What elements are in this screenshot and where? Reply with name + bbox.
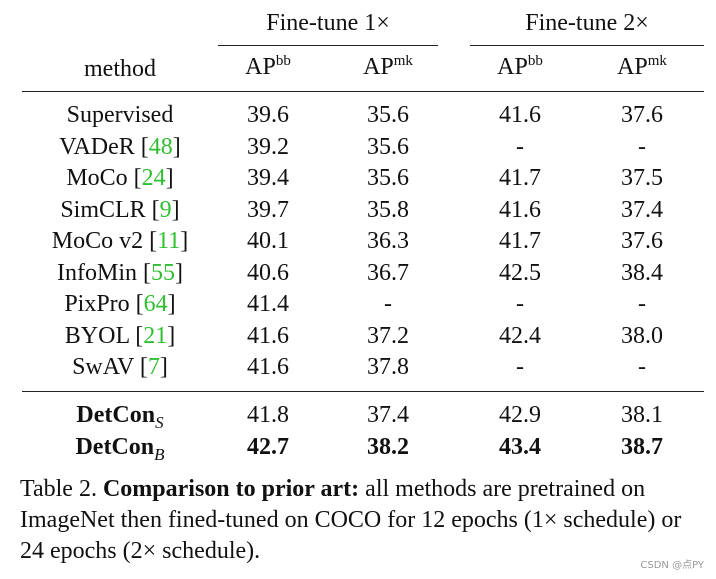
table-cell: 39.4	[247, 165, 289, 191]
table-cell: 42.7	[247, 434, 289, 460]
table-cell: 42.4	[499, 322, 541, 349]
method-label: PixPro	[64, 291, 136, 317]
table-cell: -	[516, 133, 524, 160]
table-cell: 35.6	[367, 133, 409, 160]
ours-rule	[22, 391, 704, 392]
table-cell: 41.6	[247, 354, 289, 380]
method-name: InfoMin [55]	[57, 259, 183, 286]
method-name: MoCo [24]	[66, 165, 174, 191]
citation-link[interactable]: 21	[143, 322, 168, 349]
metric-header-3: APbb	[497, 53, 543, 81]
header-rule	[22, 91, 704, 92]
citation-link[interactable]: 7	[147, 354, 160, 380]
method-label: MoCo v2	[51, 228, 150, 254]
table-cell: 39.6	[247, 102, 289, 128]
citation-link[interactable]: 64	[143, 291, 168, 317]
method-name: BYOL [21]	[64, 322, 176, 349]
method-label: MoCo	[66, 165, 134, 191]
table-cell: -	[638, 354, 646, 380]
method-subscript: B	[154, 445, 165, 464]
table-cell: 36.3	[367, 228, 409, 254]
table-cell: -	[384, 291, 392, 317]
table-cell: 37.6	[621, 102, 663, 128]
group-rule-2x	[470, 45, 704, 46]
table-cell: 43.4	[499, 434, 541, 460]
table-cell: 41.8	[247, 402, 289, 428]
method-name: SwAV [7]	[72, 354, 168, 380]
table-cell: 38.1	[621, 402, 663, 428]
method-name-ours: DetConB	[22, 432, 218, 464]
table-cell: 38.4	[621, 259, 663, 286]
table-cell: 39.2	[247, 133, 289, 160]
table-cell: 38.7	[621, 434, 663, 460]
caption-bold: Comparison to prior art:	[102, 476, 360, 502]
method-label: Supervised	[66, 102, 174, 128]
method-name: PixPro [64]	[64, 291, 176, 317]
metric-header-4: APmk	[617, 53, 667, 81]
table-cell: 41.6	[499, 102, 541, 128]
table-cell: 37.2	[367, 322, 409, 349]
method-label: DetCon	[76, 402, 156, 428]
citation-link[interactable]: 9	[159, 196, 172, 223]
table-cell: 38.0	[621, 322, 663, 349]
table-cell: 35.6	[367, 102, 409, 128]
table-cell: 37.4	[367, 402, 409, 428]
table-cell: 41.6	[499, 196, 541, 223]
table-cell: 41.7	[499, 228, 541, 254]
group-rule-1x	[218, 45, 438, 46]
table-caption: Table 2. Comparison to prior art: all me…	[20, 474, 710, 567]
watermark: CSDN @点PY	[640, 560, 704, 571]
caption-label: Table 2.	[20, 476, 103, 502]
table-cell: 39.7	[247, 196, 289, 223]
metric-header-2: APmk	[363, 53, 413, 81]
group-header-1x: Fine-tune 1×	[266, 10, 390, 36]
table-cell: 38.2	[367, 434, 409, 460]
method-subscript: S	[155, 413, 164, 432]
method-name-ours: DetConS	[22, 400, 218, 432]
table-cell: 37.8	[367, 354, 409, 380]
citation-link[interactable]: 55	[151, 259, 175, 286]
method-name: SimCLR [9]	[60, 196, 180, 223]
metric-header-1: APbb	[245, 53, 291, 81]
table-cell: 35.6	[367, 165, 409, 191]
group-header-2x: Fine-tune 2×	[525, 10, 649, 36]
table-cell: 37.6	[621, 228, 663, 254]
table-cell: 37.4	[621, 196, 663, 223]
method-label: VADeR	[59, 133, 141, 160]
table-cell: -	[638, 133, 646, 160]
table-cell: -	[516, 291, 524, 317]
table-cell: 36.7	[367, 259, 409, 286]
citation-link[interactable]: 48	[148, 133, 173, 160]
citation-link[interactable]: 24	[141, 165, 166, 191]
table-cell: 42.9	[499, 402, 541, 428]
table-cell: -	[638, 291, 646, 317]
method-name: VADeR [48]	[59, 133, 181, 160]
table-cell: 40.1	[247, 228, 289, 254]
method-label: SimCLR	[60, 196, 152, 223]
table-cell: 35.8	[367, 196, 409, 223]
table-cell: 37.5	[621, 165, 663, 191]
method-header: method	[84, 56, 156, 82]
table-cell: 41.7	[499, 165, 541, 191]
method-label: DetCon	[75, 434, 155, 460]
method-label: SwAV	[72, 354, 140, 380]
table-cell: -	[516, 354, 524, 380]
table-cell: 42.5	[499, 259, 541, 286]
table-cell: 40.6	[247, 259, 289, 286]
caption-text: all methods are pretrained on ImageNet t…	[20, 476, 682, 564]
method-label: InfoMin	[57, 259, 143, 286]
method-label: BYOL	[64, 322, 136, 349]
table-cell: 41.6	[247, 322, 289, 349]
method-name: Supervised	[22, 100, 218, 130]
method-name: MoCo v2 [11]	[51, 228, 189, 254]
citation-link[interactable]: 11	[157, 228, 181, 254]
table-cell: 41.4	[247, 291, 289, 317]
